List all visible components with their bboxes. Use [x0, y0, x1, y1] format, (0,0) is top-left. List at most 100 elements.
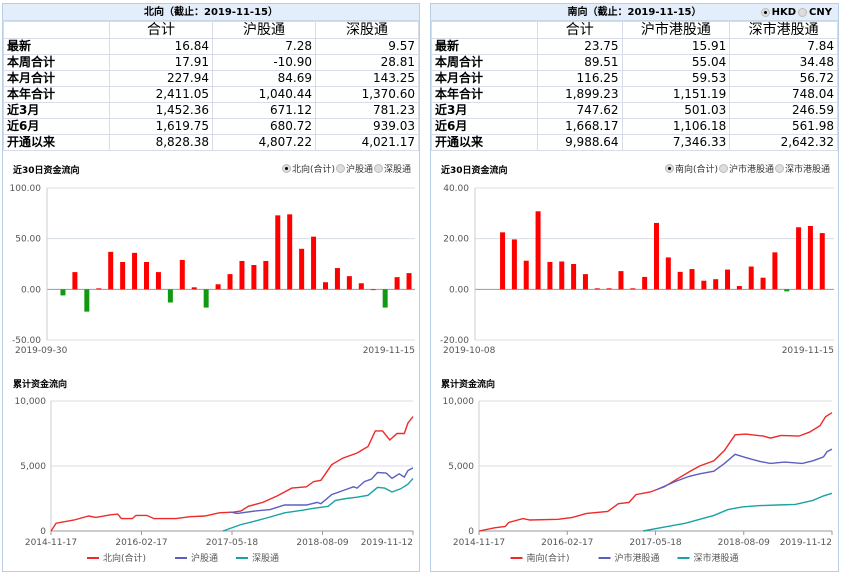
- cell-value: 4,021.17: [315, 134, 419, 151]
- bar[interactable]: [736, 286, 742, 290]
- y-tick-label: 100.00: [10, 184, 42, 194]
- bar[interactable]: [227, 274, 233, 290]
- bar[interactable]: [796, 227, 802, 290]
- bar[interactable]: [144, 261, 149, 290]
- bar[interactable]: [819, 233, 825, 290]
- series-option[interactable]: 沪股通: [345, 165, 373, 175]
- series-radio[interactable]: [335, 164, 345, 173]
- bar[interactable]: [167, 289, 173, 303]
- bar[interactable]: [606, 288, 612, 290]
- bar[interactable]: [60, 289, 66, 296]
- bar[interactable]: [594, 288, 600, 290]
- bar[interactable]: [215, 284, 221, 290]
- bar[interactable]: [275, 215, 281, 290]
- x-tick-label: 2016-02-17: [541, 538, 593, 548]
- series-radio[interactable]: [664, 164, 674, 173]
- bar[interactable]: [299, 248, 305, 290]
- bar[interactable]: [760, 277, 766, 290]
- legend-label[interactable]: 沪股通: [191, 552, 218, 564]
- bar[interactable]: [346, 276, 352, 290]
- northbound-panel: 北向（截止：2019-11-15） 合计 沪股通 深股通 最新 16.84 7.28 9.5…: [2, 3, 420, 572]
- bar[interactable]: [630, 288, 636, 290]
- y-tick-label: 5,000: [448, 462, 474, 472]
- bar[interactable]: [547, 261, 553, 290]
- bar[interactable]: [72, 272, 78, 290]
- series-radio[interactable]: [373, 164, 383, 173]
- series-radio[interactable]: [281, 164, 291, 173]
- bar[interactable]: [394, 277, 400, 290]
- bar[interactable]: [784, 289, 790, 292]
- x-tick-label: 2018-08-09: [718, 538, 771, 548]
- bar[interactable]: [406, 273, 412, 290]
- bar[interactable]: [287, 214, 293, 290]
- series-option[interactable]: 沪市港股通: [728, 165, 774, 175]
- bar[interactable]: [311, 236, 317, 290]
- bar[interactable]: [571, 264, 577, 290]
- north-bar-options: 北向(合计) 沪股通 深股通: [281, 162, 411, 175]
- bar[interactable]: [559, 261, 565, 290]
- bar[interactable]: [535, 211, 541, 290]
- legend-label[interactable]: 深市港股通: [694, 552, 739, 564]
- series-option[interactable]: 南向(合计): [674, 165, 718, 175]
- bar[interactable]: [665, 257, 671, 290]
- bar[interactable]: [191, 287, 197, 290]
- hkd-label[interactable]: HKD: [771, 7, 797, 18]
- series-line: [50, 416, 414, 532]
- bar[interactable]: [239, 260, 245, 290]
- bar[interactable]: [713, 279, 719, 290]
- x-tick-label: 2018-08-09: [296, 538, 349, 548]
- bar[interactable]: [500, 232, 506, 290]
- series-line: [478, 412, 833, 532]
- series-option[interactable]: 深市港股通: [784, 165, 830, 175]
- bar[interactable]: [689, 269, 695, 290]
- north-table: 合计 沪股通 深股通 最新 16.84 7.28 9.57 本周合计 17.91 -10.90 28…: [3, 21, 419, 151]
- bar[interactable]: [642, 276, 648, 290]
- bar[interactable]: [203, 289, 209, 308]
- legend-label[interactable]: 深股通: [252, 553, 279, 564]
- bar[interactable]: [334, 268, 340, 290]
- bar[interactable]: [772, 252, 778, 290]
- table-row: 最新 23.75 15.91 7.84: [431, 38, 838, 55]
- bar[interactable]: [677, 271, 683, 290]
- bar[interactable]: [523, 260, 529, 290]
- bar[interactable]: [251, 265, 257, 290]
- row-label: 开通以来: [3, 134, 110, 151]
- series-radio[interactable]: [718, 164, 728, 173]
- bar[interactable]: [748, 266, 754, 290]
- bar[interactable]: [653, 222, 659, 290]
- bar[interactable]: [370, 289, 376, 291]
- bar[interactable]: [582, 274, 588, 290]
- hkd-radio[interactable]: [760, 8, 770, 17]
- legend-label[interactable]: 南向(合计): [527, 552, 570, 564]
- bar[interactable]: [120, 261, 126, 290]
- bar[interactable]: [84, 289, 90, 312]
- bar[interactable]: [358, 283, 364, 290]
- legend-label[interactable]: 北向(合计): [103, 552, 146, 564]
- bar[interactable]: [618, 271, 624, 290]
- bar[interactable]: [132, 252, 138, 290]
- table-row: 近3月 747.62 501.03 246.59: [431, 102, 838, 119]
- bar[interactable]: [725, 269, 731, 290]
- row-label: 本月合计: [431, 70, 538, 87]
- bar[interactable]: [108, 251, 114, 290]
- series-option[interactable]: 深股通: [383, 165, 411, 175]
- bar[interactable]: [382, 289, 388, 308]
- cny-label[interactable]: CNY: [809, 7, 832, 18]
- bar[interactable]: [155, 272, 161, 290]
- bar[interactable]: [511, 239, 517, 290]
- legend-label[interactable]: 沪市港股通: [615, 552, 660, 564]
- series-radio[interactable]: [774, 164, 784, 173]
- cny-radio[interactable]: [798, 8, 808, 17]
- table-row: 本月合计 227.94 84.69 143.25: [3, 70, 419, 87]
- bar[interactable]: [96, 288, 102, 290]
- series-option[interactable]: 北向(合计): [291, 165, 335, 175]
- bar[interactable]: [323, 282, 328, 290]
- bar[interactable]: [701, 280, 707, 290]
- cell-value: 8,828.38: [109, 134, 213, 151]
- table-row: 本年合计 1,899.23 1,151.19 748.04: [431, 86, 838, 103]
- bar[interactable]: [263, 260, 269, 290]
- bar[interactable]: [807, 226, 813, 290]
- bar[interactable]: [179, 259, 185, 290]
- x-tick-label: 2016-02-17: [115, 538, 167, 548]
